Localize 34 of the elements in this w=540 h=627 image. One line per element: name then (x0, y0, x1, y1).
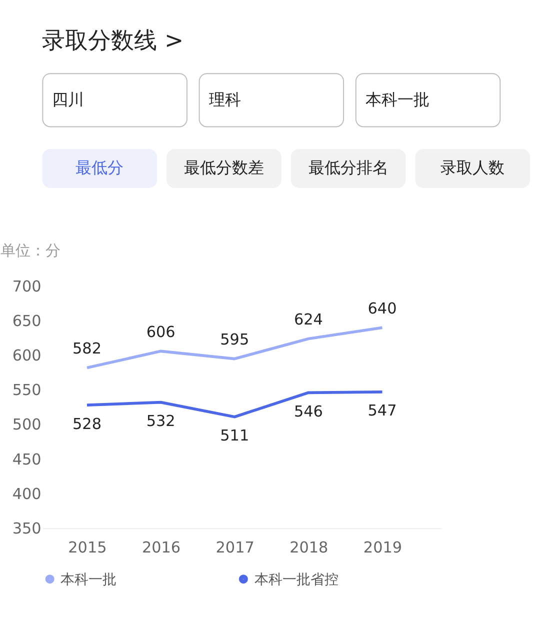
y-tick-label: 700 (12, 277, 42, 296)
y-tick-label: 450 (12, 450, 42, 468)
data-label: 532 (146, 412, 176, 430)
text: 最低分数差 (184, 158, 264, 178)
data-label: 582 (72, 340, 102, 358)
text: 理科 (208, 90, 241, 109)
x-tick-label: 2019 (363, 538, 402, 556)
data-label: 595 (220, 330, 250, 349)
data-label: 606 (146, 322, 176, 341)
data-label: 546 (294, 402, 323, 420)
data-label: 528 (72, 414, 102, 433)
data-label: 511 (220, 426, 250, 445)
text: 本科一批 (365, 90, 430, 109)
x-tick-label: 2018 (290, 538, 328, 556)
data-label: 547 (368, 402, 397, 420)
y-axis-title: 单位：分 (0, 241, 60, 260)
y-tick-label: 600 (12, 346, 42, 365)
chart-title: 录取分数线 > (42, 28, 184, 54)
y-tick-label: 500 (12, 416, 42, 434)
data-label: 640 (368, 299, 397, 318)
x-tick-label: 2015 (68, 538, 107, 556)
data-label: 624 (294, 310, 323, 328)
x-tick-label: 2017 (216, 538, 254, 556)
y-tick-label: 550 (12, 381, 42, 400)
text: 录取人数 (440, 158, 505, 178)
text: 最低分 (76, 158, 124, 178)
y-tick-label: 350 (12, 519, 42, 538)
y-tick-label: 400 (12, 484, 42, 503)
legend-label: 本科一批省控 (254, 572, 338, 588)
text: 四川 (52, 90, 84, 109)
text: 最低分排名 (308, 158, 388, 178)
x-tick-label: 2016 (142, 538, 181, 556)
y-tick-label: 650 (12, 312, 42, 330)
legend-label: 本科一批 (60, 572, 117, 588)
